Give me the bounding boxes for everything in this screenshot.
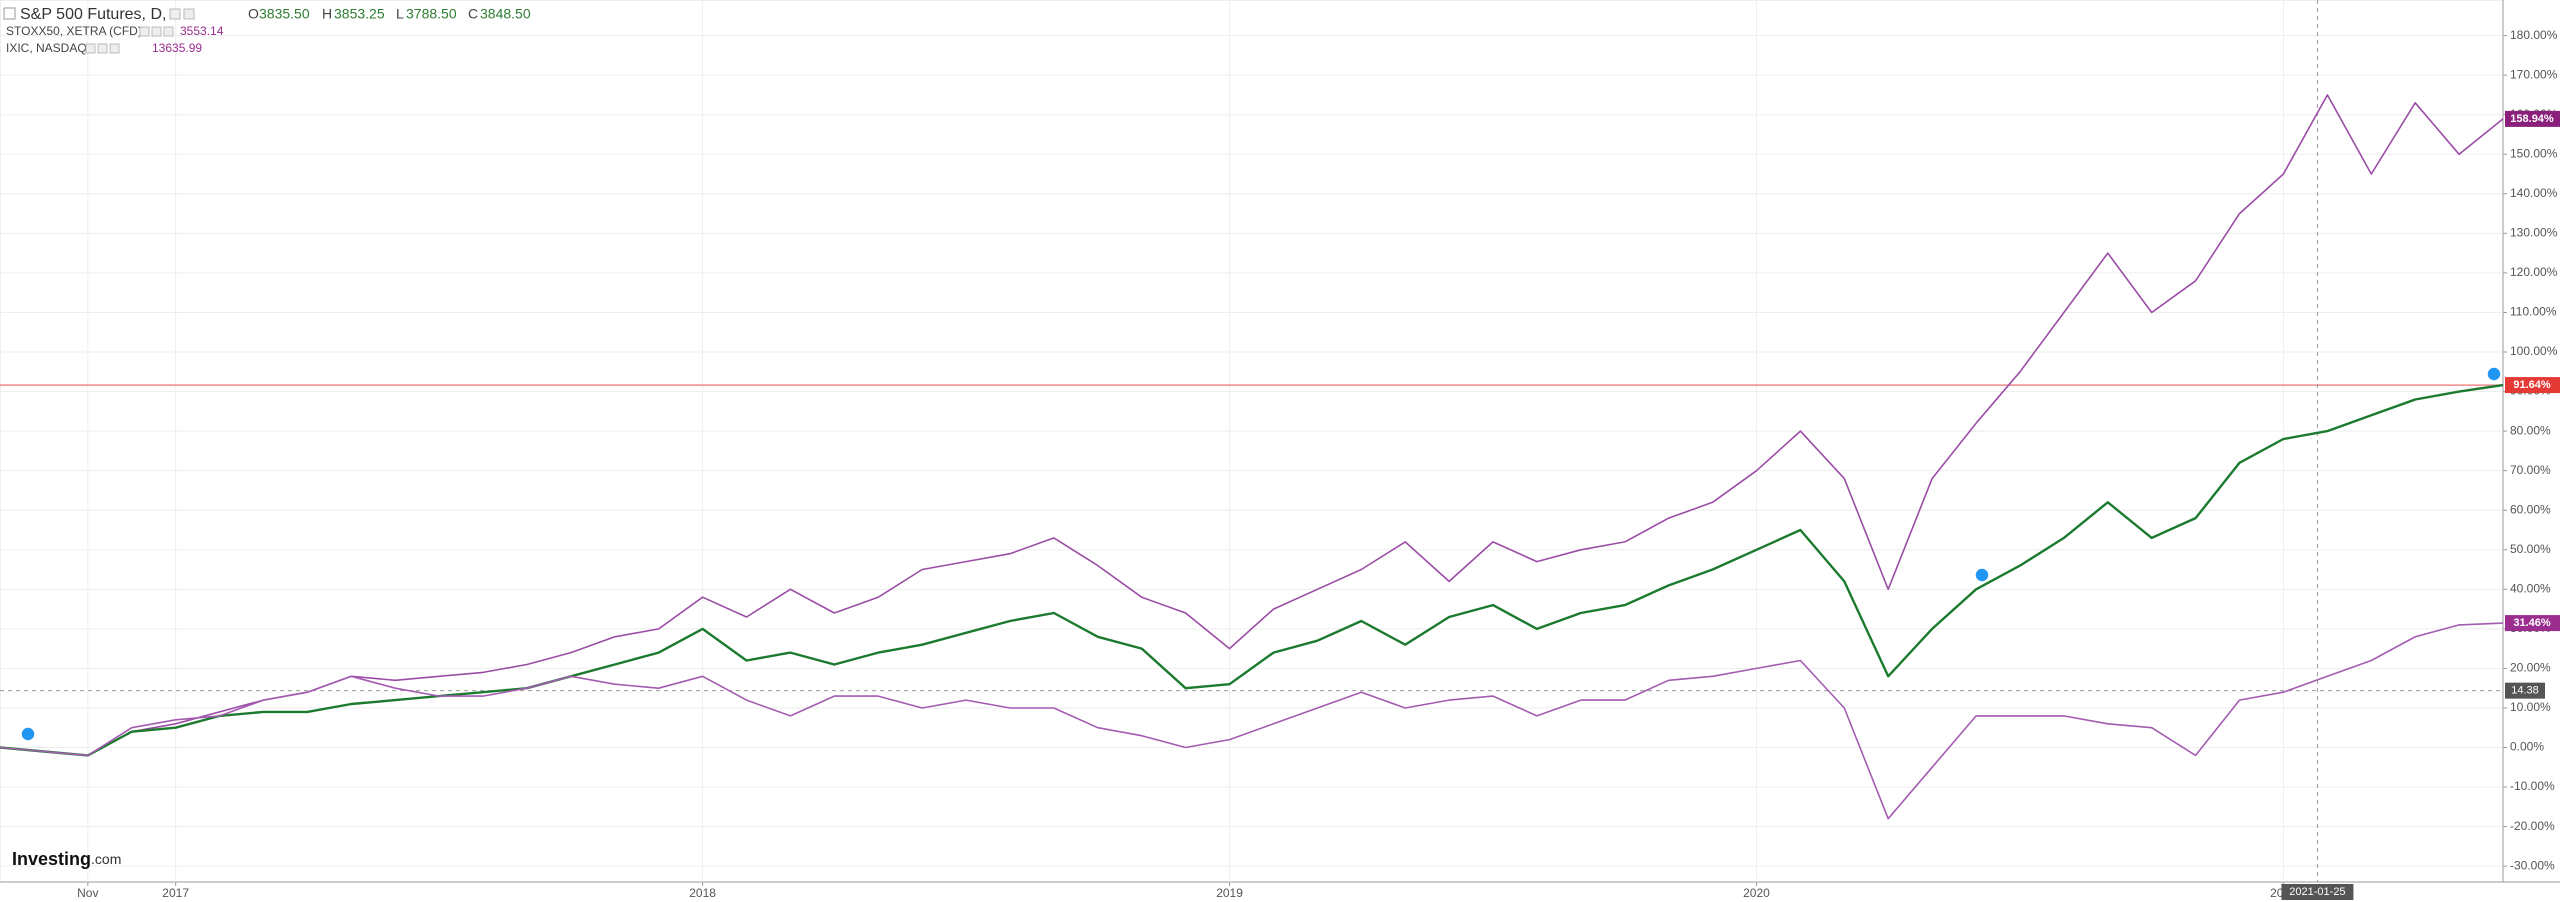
y-tick-label: 150.00% [2510, 146, 2558, 160]
y-tick-label: 190.00% [2510, 0, 2558, 2]
settings-icon[interactable] [109, 43, 120, 54]
x-tick-label: 2020 [1743, 886, 1770, 900]
brand-logo: Investing.com [12, 849, 121, 869]
high-label: H [322, 6, 332, 22]
y-tick-label: 140.00% [2510, 186, 2558, 200]
last-value-label: 91.64% [2513, 379, 2551, 391]
low-label: L [396, 6, 404, 22]
series-line [0, 622, 2504, 820]
x-tick-label: 2018 [689, 886, 716, 900]
crosshair-x-tag [2281, 884, 2354, 900]
y-tick-label: 50.00% [2510, 542, 2551, 556]
y-tick-label: 40.00% [2510, 581, 2551, 595]
overlay-price: 13635.99 [152, 41, 202, 55]
collapse-icon[interactable] [3, 7, 16, 20]
last-value-tag [2505, 110, 2560, 127]
y-tick-label: 60.00% [2510, 502, 2551, 516]
settings-icon[interactable] [183, 8, 195, 20]
last-value-tag [2505, 615, 2560, 632]
settings-icon[interactable] [151, 26, 162, 37]
main-symbol: S&P 500 Futures, D, [20, 6, 166, 23]
series-line [0, 94, 2504, 757]
x-tick-label: Nov [77, 886, 98, 900]
last-value-label: 31.46% [2513, 617, 2551, 629]
last-value-label: 158.94% [2510, 113, 2554, 125]
labels-layer: -30.00%-20.00%-10.00%0.00%10.00%20.00%30… [77, 0, 2558, 900]
close-value: 3848.50 [480, 6, 531, 22]
x-tick-label: 2019 [1216, 886, 1243, 900]
low-value: 3788.50 [406, 6, 457, 22]
crosshair-y-label: 14.38 [2511, 685, 2539, 697]
settings-icon[interactable] [85, 43, 96, 54]
y-tick-label: 100.00% [2510, 344, 2558, 358]
y-tick-label: 170.00% [2510, 67, 2558, 81]
brand-name: Investing [12, 849, 91, 869]
y-tick-label: 130.00% [2510, 226, 2558, 240]
legend: S&P 500 Futures, D, O 3835.50 H 3853.25 … [3, 6, 531, 55]
y-tick-label: 10.00% [2510, 700, 2551, 714]
y-tick-label: 70.00% [2510, 463, 2551, 477]
overlay-symbol: IXIC, NASDAQ [6, 41, 87, 55]
settings-icon[interactable] [163, 26, 174, 37]
event-marker [1974, 567, 1990, 583]
y-tick-label: 110.00% [2510, 305, 2557, 319]
settings-icon[interactable] [139, 26, 150, 37]
settings-icon[interactable] [169, 8, 181, 20]
crosshair-y-tag [2505, 682, 2545, 699]
brand-suffix: .com [91, 851, 121, 867]
last-value-tag [2505, 377, 2560, 394]
close-label: C [468, 6, 478, 22]
lines-layer [0, 94, 2504, 820]
y-tick-label: 80.00% [2510, 423, 2551, 437]
series-line [0, 383, 2504, 757]
y-tick-label: 20.00% [2510, 661, 2551, 675]
y-tick-label: -10.00% [2510, 779, 2555, 793]
high-value: 3853.25 [334, 6, 385, 22]
y-tick-label: -20.00% [2510, 819, 2555, 833]
y-tick-label: -30.00% [2510, 858, 2555, 872]
event-marker [20, 726, 36, 742]
x-tick-label: 2017 [162, 886, 189, 900]
plot-frame [0, 0, 2504, 883]
overlay-price: 3553.14 [180, 24, 224, 38]
open-value: 3835.50 [259, 6, 310, 22]
overlay-symbol: STOXX50, XETRA (CFD) [6, 24, 142, 38]
settings-icon[interactable] [97, 43, 108, 54]
y-tick-label: 120.00% [2510, 265, 2558, 279]
y-tick-label: 180.00% [2510, 28, 2558, 42]
crosshair-x-label: 2021-01-25 [2289, 886, 2345, 898]
y-tick-label: 0.00% [2510, 740, 2544, 754]
event-marker [2486, 366, 2502, 382]
open-label: O [248, 6, 259, 22]
